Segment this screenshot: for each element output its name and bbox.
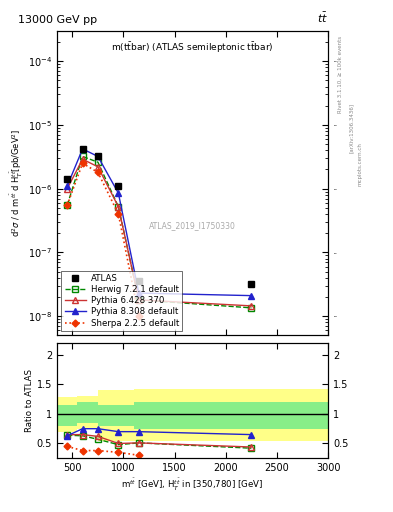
Text: m(t$\bar{\rm t}$bar) (ATLAS semileptonic t$\bar{\rm t}$bar): m(t$\bar{\rm t}$bar) (ATLAS semileptonic…	[111, 40, 274, 55]
Y-axis label: d$^2\sigma$ / d m$^{t\bar{t}}$ d H$_T^{t\bar{t}}$[pb/GeV$^2$]: d$^2\sigma$ / d m$^{t\bar{t}}$ d H$_T^{t…	[9, 129, 25, 237]
Herwig 7.2.1 default	[65, 202, 70, 208]
Line: Sherpa 2.2.5 default: Sherpa 2.2.5 default	[65, 161, 141, 318]
ATLAS	[116, 183, 121, 189]
ATLAS	[80, 146, 85, 152]
Line: Herwig 7.2.1 default: Herwig 7.2.1 default	[64, 153, 255, 311]
Y-axis label: Ratio to ATLAS: Ratio to ATLAS	[25, 369, 34, 432]
Text: ATLAS_2019_I1750330: ATLAS_2019_I1750330	[149, 221, 236, 230]
Line: ATLAS: ATLAS	[64, 145, 255, 287]
Herwig 7.2.1 default	[80, 154, 85, 160]
ATLAS	[65, 176, 70, 182]
Legend: ATLAS, Herwig 7.2.1 default, Pythia 6.428 370, Pythia 8.308 default, Sherpa 2.2.: ATLAS, Herwig 7.2.1 default, Pythia 6.42…	[61, 270, 182, 331]
Herwig 7.2.1 default	[136, 297, 141, 303]
Pythia 8.308 default	[116, 190, 121, 196]
Pythia 6.428 370	[95, 164, 100, 170]
Line: Pythia 8.308 default: Pythia 8.308 default	[64, 146, 255, 298]
Text: [arXiv:1306.3436]: [arXiv:1306.3436]	[349, 103, 354, 153]
Pythia 8.308 default	[136, 290, 141, 296]
Pythia 6.428 370	[116, 204, 121, 210]
Pythia 6.428 370	[249, 303, 254, 309]
Bar	[98, 390, 134, 440]
Text: Rivet 3.1.10, ≥ 100k events: Rivet 3.1.10, ≥ 100k events	[338, 36, 342, 113]
Pythia 6.428 370	[65, 185, 70, 191]
Bar	[57, 397, 77, 432]
Pythia 6.428 370	[136, 297, 141, 303]
Pythia 6.428 370	[80, 156, 85, 162]
Herwig 7.2.1 default	[116, 204, 121, 210]
Herwig 7.2.1 default	[95, 159, 100, 165]
X-axis label: m$^{t\bar{t}}$ [GeV], H$_T^{t\bar{t}}$ in [350,780] [GeV]: m$^{t\bar{t}}$ [GeV], H$_T^{t\bar{t}}$ i…	[121, 477, 264, 494]
Pythia 8.308 default	[80, 146, 85, 152]
Bar	[77, 396, 98, 429]
ATLAS	[249, 281, 254, 287]
Pythia 8.308 default	[65, 183, 70, 189]
Sherpa 2.2.5 default	[95, 169, 100, 176]
Sherpa 2.2.5 default	[65, 202, 70, 208]
Sherpa 2.2.5 default	[136, 313, 141, 319]
Herwig 7.2.1 default	[249, 305, 254, 311]
Bar	[57, 405, 77, 426]
Bar	[77, 402, 98, 423]
Bar	[134, 389, 252, 440]
Line: Pythia 6.428 370: Pythia 6.428 370	[64, 156, 255, 309]
Pythia 8.308 default	[249, 292, 254, 298]
Text: mcplots.cern.ch: mcplots.cern.ch	[357, 142, 362, 186]
Text: 13000 GeV pp: 13000 GeV pp	[18, 15, 97, 25]
Pythia 8.308 default	[95, 154, 100, 160]
Bar	[252, 402, 328, 429]
Sherpa 2.2.5 default	[80, 160, 85, 166]
Text: $t\bar{t}$: $t\bar{t}$	[317, 10, 328, 25]
Bar	[134, 402, 252, 429]
ATLAS	[95, 154, 100, 160]
Sherpa 2.2.5 default	[116, 211, 121, 217]
ATLAS	[136, 279, 141, 285]
Bar	[252, 389, 328, 440]
Bar	[98, 405, 134, 426]
